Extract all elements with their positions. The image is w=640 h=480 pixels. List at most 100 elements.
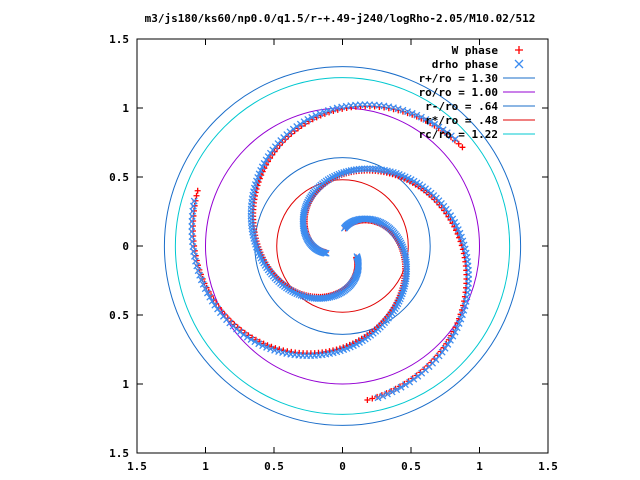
point-1-0-135 [194, 267, 202, 275]
point-1-0-111 [267, 345, 275, 353]
point-1-0-115 [251, 338, 259, 346]
point-1-0-144 [188, 223, 196, 230]
point-0-0-112 [256, 338, 263, 345]
point-1-1-130 [446, 336, 454, 344]
point-1-1-149 [374, 394, 382, 402]
point-1-1-103 [453, 222, 461, 230]
point-1-2-98 [255, 170, 263, 178]
point-1-2-121 [324, 107, 332, 114]
point-1-1-123 [460, 306, 468, 314]
circle-4 [174, 77, 511, 415]
point-1-2-118 [312, 111, 320, 119]
point-1-2-117 [308, 113, 316, 121]
point-1-0-113 [259, 342, 267, 350]
point-1-1-36 [301, 206, 309, 213]
series-1 [188, 101, 473, 402]
legend-marker-0 [515, 46, 523, 54]
ytick-label-0: 1.5 [109, 33, 129, 46]
point-1-1-143 [401, 381, 409, 389]
point-1-2-114 [296, 120, 304, 128]
plot-area [163, 66, 522, 426]
point-1-1-108 [460, 241, 468, 249]
legend-label-2: r+/ro = 1.30 [419, 72, 498, 85]
point-1-1-68 [358, 165, 366, 173]
point-1-0-126 [214, 305, 222, 313]
legend-label-3: ro/ro = 1.00 [419, 86, 498, 99]
circle-1 [205, 107, 480, 385]
point-1-2-140 [413, 111, 421, 119]
point-0-1-148 [369, 395, 376, 402]
point-0-2-149 [459, 144, 466, 151]
point-1-1-124 [458, 311, 466, 319]
point-1-0-129 [206, 293, 214, 301]
point-1-0-109 [275, 348, 283, 355]
point-1-2-97 [254, 173, 262, 181]
point-1-0-46 [399, 245, 407, 253]
point-1-1-142 [406, 378, 414, 386]
point-1-2-146 [439, 126, 447, 134]
point-1-0-44 [398, 241, 406, 249]
point-1-0-128 [208, 297, 216, 305]
point-1-0-134 [196, 271, 204, 279]
point-1-2-48 [301, 293, 309, 301]
point-1-1-132 [441, 344, 449, 352]
point-1-2-49 [299, 292, 307, 300]
point-1-2-115 [300, 118, 308, 126]
xtick-label-2: 0.5 [264, 460, 284, 473]
point-1-0-127 [211, 301, 219, 309]
legend-marker-1 [514, 59, 524, 69]
point-1-2-113 [293, 123, 301, 130]
point-1-1-126 [455, 320, 463, 327]
legend-label-1: drho phase [432, 58, 499, 71]
chart-title: m3/js180/ks60/np0.0/q1.5/r-+.49-j240/log… [145, 12, 536, 25]
point-1-1-131 [444, 340, 452, 348]
point-1-2-138 [404, 108, 412, 116]
point-1-0-112 [263, 343, 271, 351]
point-1-2-147 [443, 129, 451, 137]
point-1-2-102 [262, 156, 270, 164]
point-1-1-145 [393, 386, 401, 394]
point-0-1-149 [364, 396, 371, 403]
xtick-label-6: 1.5 [538, 460, 558, 473]
point-1-2-141 [417, 113, 425, 121]
point-1-0-114 [255, 340, 263, 348]
point-1-1-70 [363, 165, 371, 173]
point-1-1-129 [449, 332, 457, 340]
point-1-1-105 [456, 229, 464, 237]
point-1-0-130 [203, 289, 211, 297]
point-1-1-128 [451, 328, 459, 336]
legend-label-5: r*/ro = .48 [425, 114, 498, 127]
point-1-0-60 [402, 277, 410, 285]
ytick-label-6: 1.5 [109, 447, 129, 460]
legend-label-4: r-/ro = .64 [425, 100, 498, 113]
point-1-2-116 [304, 116, 312, 123]
point-1-2-143 [426, 118, 434, 126]
point-1-1-100 [447, 212, 455, 220]
point-1-1-67 [355, 165, 363, 173]
point-1-0-131 [201, 285, 209, 293]
point-1-1-125 [457, 315, 465, 323]
point-1-1-107 [459, 237, 467, 245]
axes: 1.5 1 0.5 0 0.5 1 1.51.510.500.511.5 [109, 33, 558, 473]
point-1-1-148 [379, 392, 387, 400]
point-1-1-71 [366, 165, 374, 173]
point-1-0-116 [247, 336, 255, 343]
legend-label-6: rc/ro = 1.22 [419, 128, 498, 141]
point-1-2-100 [258, 163, 266, 171]
point-1-0-117 [243, 333, 251, 341]
point-1-0-143 [188, 228, 196, 235]
point-1-2-101 [260, 159, 268, 167]
point-1-1-101 [449, 215, 457, 223]
point-1-0-43 [397, 239, 405, 247]
point-1-1-144 [397, 383, 405, 391]
ytick-label-5: 1 [122, 378, 129, 391]
point-1-1-65 [350, 166, 358, 174]
point-1-2-50 [297, 291, 305, 299]
xtick-label-0: 1.5 [127, 460, 147, 473]
xtick-label-3: 0 [339, 460, 346, 473]
ytick-label-2: 0.5 [109, 171, 129, 184]
xtick-label-1: 1 [202, 460, 209, 473]
point-1-0-149 [190, 197, 198, 205]
